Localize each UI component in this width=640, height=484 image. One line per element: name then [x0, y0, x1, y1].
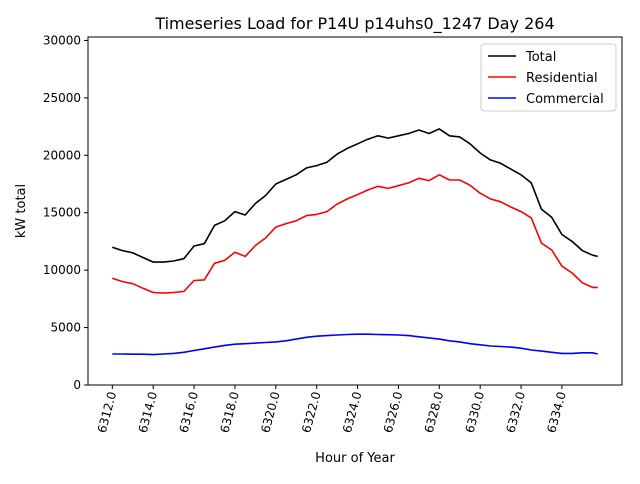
legend: Total Residential Commercial [480, 43, 617, 112]
x-tick-label: 6326.0 [381, 390, 405, 434]
x-tick-label: 6312.0 [95, 390, 119, 434]
x-tick-label: 6330.0 [463, 390, 487, 434]
chart-title: Timeseries Load for P14U p14uhs0_1247 Da… [154, 14, 554, 34]
plot-frame [87, 36, 623, 386]
x-tick-label: 6332.0 [504, 390, 528, 434]
x-tick-label: 6318.0 [217, 390, 241, 434]
x-axis-label: Hour of Year [315, 451, 395, 466]
legend-label-commercial: Commercial [526, 92, 604, 107]
x-tick-label: 6324.0 [340, 390, 364, 434]
y-tick-label: 15000 [43, 206, 81, 220]
y-tick-label: 30000 [43, 33, 81, 47]
y-tick-label: 0 [73, 378, 81, 392]
y-axis-label: kW total [14, 184, 29, 238]
y-tick-label: 5000 [50, 321, 81, 335]
x-tick-label: 6314.0 [136, 390, 160, 434]
legend-label-residential: Residential [526, 71, 598, 86]
x-tick-label: 6328.0 [422, 390, 446, 434]
y-tick-label: 10000 [43, 263, 81, 277]
y-tick-label: 25000 [43, 91, 81, 105]
series-line-residential [112, 174, 598, 294]
x-tick-label: 6320.0 [258, 390, 282, 434]
legend-box [480, 43, 617, 112]
x-tick-label: 6316.0 [177, 390, 201, 434]
legend-label-total: Total [525, 50, 556, 65]
series-line-total [112, 128, 598, 263]
x-tick-label: 6322.0 [299, 390, 323, 434]
y-tick-label: 20000 [43, 148, 81, 162]
x-tick-label: 6334.0 [544, 390, 568, 434]
series-line-commercial [112, 333, 598, 356]
